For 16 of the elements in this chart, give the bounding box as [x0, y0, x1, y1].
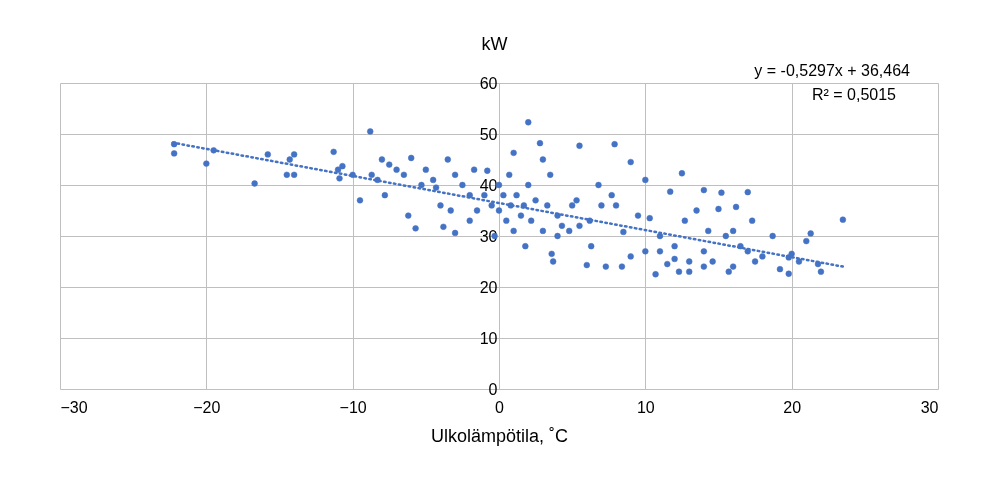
y-tick-label: 50: [479, 125, 498, 143]
x-axis-title: Ulkolämpötila, ˚C: [430, 425, 569, 446]
y-axis-title: kW: [481, 33, 508, 54]
annotation: R² = 0,5015: [811, 86, 897, 103]
y-tick-label: 10: [479, 329, 498, 347]
y-tick-label: 40: [479, 176, 498, 194]
x-tick-label: −10: [339, 398, 367, 416]
text: y = -0,5297x + 36,464: [754, 62, 911, 79]
x-tick-label: 30: [920, 398, 939, 416]
x-tick-label: 20: [783, 398, 802, 416]
x-tick-label: −20: [193, 398, 221, 416]
y-tick-label: 60: [479, 74, 498, 92]
y-tick-label: 0: [488, 380, 498, 398]
y-tick-label: 20: [479, 278, 498, 296]
x-tick-label: −30: [60, 398, 88, 416]
x-tick-label: 10: [636, 398, 655, 416]
